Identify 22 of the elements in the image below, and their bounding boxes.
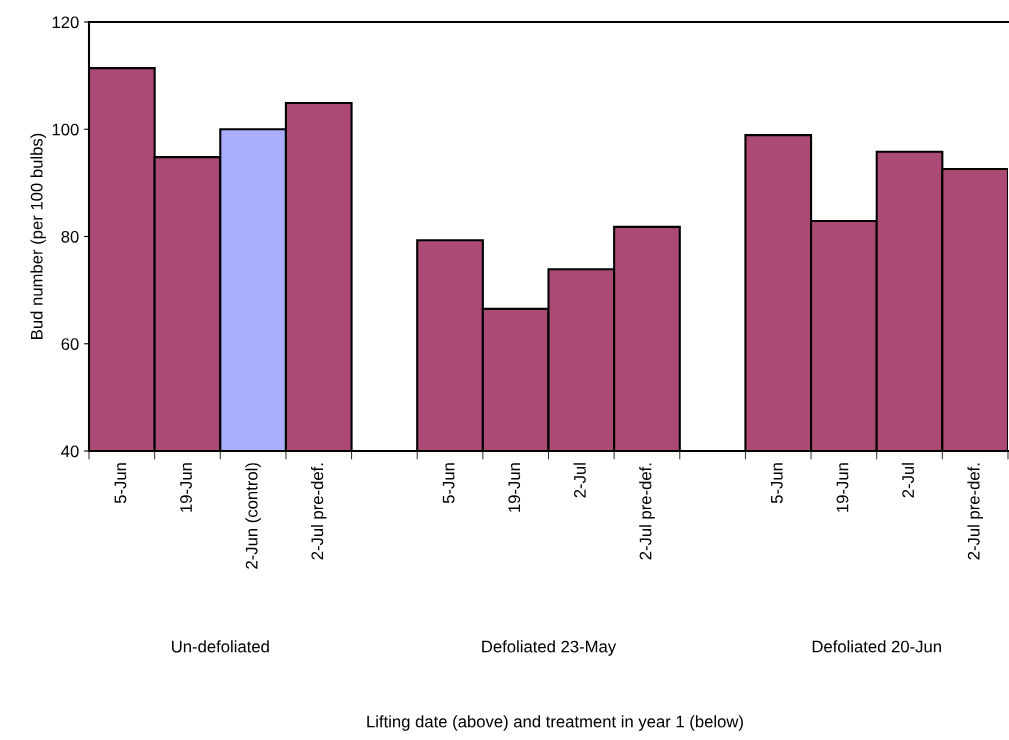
x-tick-label: 2-Jun (control) bbox=[245, 463, 261, 569]
text: Lifting date (above) and treatment in year 1 (below) bbox=[367, 715, 743, 731]
y-tick-label: 100 bbox=[52, 123, 79, 136]
y-axis-title: Bud number (per 100 bulbs) bbox=[30, 133, 46, 339]
x-tick-label: 2-Jul pre-def. bbox=[967, 463, 983, 560]
y-tick-label: 120 bbox=[52, 16, 79, 29]
y-tick-label: 40 bbox=[61, 445, 79, 458]
y-tick-label: 60 bbox=[61, 338, 79, 350]
x-tick-label: 2-Jul bbox=[901, 463, 914, 498]
x-tick-label: 19-Jun bbox=[180, 463, 192, 512]
x-tick-label: 5-Jun bbox=[771, 463, 783, 504]
y-tick-label: 80 bbox=[61, 230, 79, 243]
x-tick-label: 5-Jun bbox=[442, 463, 455, 504]
text: Defoliated 23-May bbox=[482, 640, 617, 656]
x-tick-label: 5-Jun bbox=[114, 463, 127, 504]
x-tick-label: 2-Jul bbox=[573, 463, 586, 498]
x-tick-label: 19-Jun bbox=[508, 463, 521, 512]
text: Defoliated 20-Jun bbox=[812, 640, 941, 653]
text: Un-defoliated bbox=[172, 640, 269, 653]
x-tick-label: 19-Jun bbox=[836, 463, 849, 512]
x-tick-label: 2-Jul pre-def. bbox=[639, 463, 655, 560]
x-tick-label: 2-Jul pre-def. bbox=[310, 463, 327, 560]
